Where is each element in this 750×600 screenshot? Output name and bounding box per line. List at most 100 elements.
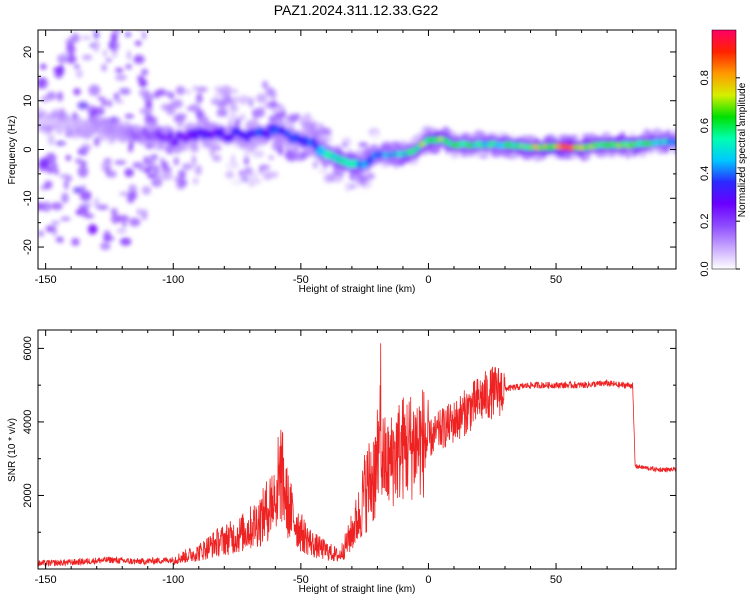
spectrogram-ridge-cell <box>78 118 85 127</box>
spectrogram-noise-cell <box>147 173 156 179</box>
spectrogram-noise-cell <box>77 101 89 110</box>
spectrogram-noise-cell <box>77 165 89 178</box>
spectrogram-noise-cell <box>119 88 131 96</box>
spectrogram-noise-cell <box>93 40 100 52</box>
spectrogram-noise-cell <box>109 39 120 52</box>
spectrogram-noise-cell <box>65 54 77 64</box>
spectrogram-noise-cell <box>161 170 173 181</box>
spectrogram-noise-cell <box>209 145 215 157</box>
spectrogram-noise-cell <box>41 201 52 213</box>
spectrogram-noise-cell <box>342 141 347 149</box>
colorbar-tick-label: 0.8 <box>699 70 711 85</box>
spectrogram-noise-cell <box>212 154 222 162</box>
spectrogram-noise-cell <box>140 209 148 221</box>
spectrogram-noise-cell <box>254 178 262 184</box>
spectrogram-noise-cell <box>142 30 147 40</box>
spectrogram-noise-cell <box>61 192 69 204</box>
chart-title: PAZ1.2024.311.12.33.G22 <box>274 2 439 18</box>
spectrogram-noise-cell <box>92 21 102 29</box>
spectrogram-noise-cell <box>139 108 148 115</box>
spectrogram-noise-cell <box>225 161 236 171</box>
spectrogram-noise-cell <box>75 210 81 215</box>
spectrogram-noise-cell <box>216 108 224 118</box>
spectrogram-noise-cell <box>174 112 187 121</box>
spectrogram-noise-cell <box>129 191 138 200</box>
spectrogram-noise-cell <box>223 108 228 118</box>
spectrogram-noise-cell <box>58 236 64 244</box>
spectrogram-noise-cell <box>357 174 368 184</box>
spectrogram-noise-cell <box>294 113 301 121</box>
spectrogram-noise-cell <box>148 160 154 168</box>
spectrogram-noise-cell <box>138 89 150 97</box>
spectrogram-noise-cell <box>320 126 331 136</box>
spectrogram-noise-cell <box>195 86 208 93</box>
spectrogram-x-tick-label: 50 <box>550 274 562 286</box>
spectrogram-noise-cell <box>115 74 127 81</box>
spectrogram-noise-cell <box>259 164 271 170</box>
spectrogram-noise-cell <box>154 173 162 186</box>
spectrogram-y-tick-label: 20 <box>22 46 34 58</box>
spectrogram-noise-cell <box>114 30 117 31</box>
spectrogram-noise-cell <box>65 154 72 161</box>
spectrogram-noise-cell <box>335 145 341 152</box>
colorbar-tick-label: 0.4 <box>699 166 711 181</box>
spectrogram-noise-cell <box>195 93 204 104</box>
snr-panel: -150 -100 -50 0 50 2000 4000 6000 Height of str… <box>7 329 677 595</box>
spectrogram-noise-cell <box>190 146 200 151</box>
spectrogram-noise-cell <box>54 141 67 146</box>
spectrogram-noise-cell <box>97 96 103 101</box>
spectrogram-noise-cell <box>183 162 189 171</box>
snr-y-axis-label: SNR (10 * v/v) <box>7 418 18 482</box>
spectrogram-noise-cell <box>358 142 369 148</box>
spectrogram-noise-cell <box>173 157 180 166</box>
spectrogram-noise-cell <box>233 176 244 185</box>
spectrogram-noise-cell <box>93 106 105 116</box>
spectrogram-noise-cell <box>204 116 210 128</box>
colorbar-label: Normalized spectral amplitude <box>737 82 748 217</box>
spectrogram-noise-cell <box>115 67 124 74</box>
spectrogram-noise-cell <box>144 143 154 150</box>
spectrogram-noise-cell <box>105 165 110 177</box>
spectrogram-noise-cell <box>122 222 127 228</box>
spectrogram-noise-cell <box>102 49 108 57</box>
spectrogram-noise-cell <box>124 114 134 119</box>
spectrogram-ridge-cell <box>673 138 676 145</box>
spectrogram-noise-cell <box>248 171 259 180</box>
spectrogram-noise-cell <box>230 88 239 94</box>
colorbar-tick-label: 0.0 <box>699 261 711 276</box>
spectrogram-noise-cell <box>94 13 103 21</box>
spectrogram-noise-cell <box>73 88 81 96</box>
spectrogram-noise-cell <box>265 86 275 97</box>
spectrogram-noise-cell <box>262 170 273 181</box>
spectrogram-noise-cell <box>105 57 112 63</box>
spectrogram-noise-cell <box>93 136 100 147</box>
spectrogram-noise-cell <box>101 63 107 72</box>
spectrogram-noise-cell <box>268 115 278 123</box>
spectrogram-noise-cell <box>96 204 109 211</box>
spectrogram-noise-cell <box>192 177 199 185</box>
spectrogram-noise-cell <box>89 225 98 233</box>
spectrogram-y-tick-label: -20 <box>22 239 34 255</box>
spectrogram-noise-cell <box>145 100 153 109</box>
spectrogram-noise-cell <box>262 80 269 90</box>
spectrogram-noise-cell <box>50 202 63 211</box>
spectrogram-noise-cell <box>127 50 132 61</box>
spectrogram-noise-cell <box>189 103 201 113</box>
spectrogram-noise-cell <box>138 78 148 88</box>
colorbar-tick-label: 0.2 <box>699 214 711 229</box>
spectrogram-noise-cell <box>117 214 130 223</box>
spectrogram-ridge-cell <box>183 135 190 144</box>
spectrogram-noise-cell <box>63 179 69 190</box>
spectrogram-noise-cell <box>256 106 266 118</box>
spectrogram-x-tick-label: -100 <box>162 274 184 286</box>
spectrogram-noise-cell <box>49 22 59 28</box>
spectrogram-noise-cell <box>295 151 306 162</box>
spectrogram-noise-cell <box>44 180 53 189</box>
spectrogram-ridge-cell <box>172 137 179 146</box>
spectrogram-noise-cell <box>302 112 312 125</box>
spectrogram-noise-cell <box>133 54 145 64</box>
spectrogram-noise-cell <box>60 216 71 221</box>
spectrogram-noise-cell <box>105 99 113 108</box>
spectrogram-noise-cell <box>252 149 265 158</box>
snr-x-tick-label: 0 <box>425 574 431 586</box>
